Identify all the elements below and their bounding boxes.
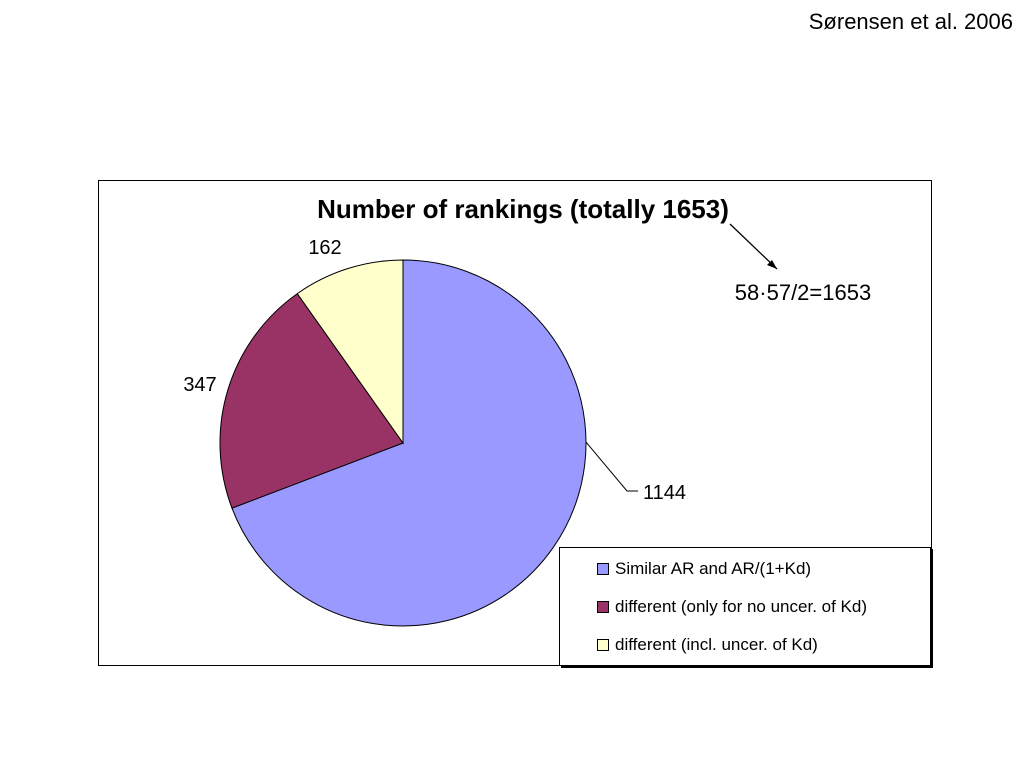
pie-slice: [296, 259, 404, 445]
chart-title: Number of rankings (totally 1653): [317, 194, 729, 224]
legend-swatch: [597, 601, 609, 613]
annotation-text: 58·57/2=1653: [735, 280, 871, 305]
annotation-arrow: [729, 223, 778, 270]
slice-value-label: 162: [308, 237, 341, 259]
pie-slices: [219, 259, 587, 627]
legend-item-similar: Similar AR and AR/(1+Kd): [597, 559, 811, 579]
arrow-head-icon: [767, 260, 777, 269]
legend-item-different-incl-uncer: different (incl. uncer. of Kd): [597, 635, 818, 655]
legend-label: different (only for no uncer. of Kd): [615, 597, 867, 616]
chart-legend: Similar AR and AR/(1+Kd) different (only…: [559, 547, 931, 666]
pie-slice: [219, 292, 404, 509]
slice-value-label: 1144: [643, 482, 686, 504]
leader-line: [585, 441, 638, 492]
legend-item-different-no-uncer: different (only for no uncer. of Kd): [597, 597, 867, 617]
legend-swatch: [597, 639, 609, 651]
slice-value-label: 347: [183, 374, 216, 396]
citation-text: Sørensen et al. 2006: [808, 9, 1013, 34]
legend-label: Similar AR and AR/(1+Kd): [615, 559, 812, 578]
pie-slice: [231, 259, 587, 627]
legend-label: different (incl. uncer. of Kd): [615, 635, 818, 654]
legend-swatch: [597, 563, 609, 575]
pie-labels: 1144 347 162: [183, 237, 686, 504]
